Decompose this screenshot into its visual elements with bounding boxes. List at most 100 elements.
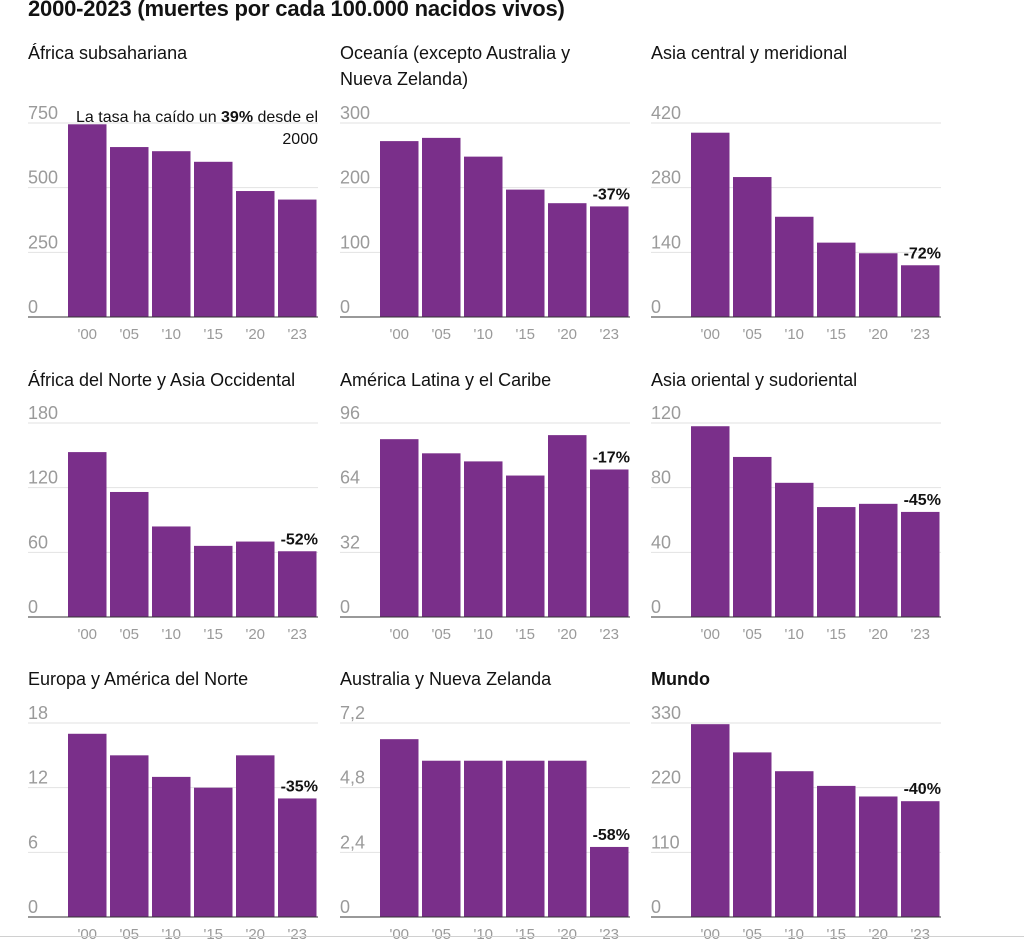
x-tick-label: '20 (557, 626, 577, 643)
change-label: -37% (593, 186, 630, 203)
x-tick-label: '20 (868, 926, 888, 943)
bar (152, 776, 191, 917)
x-tick-label: '00 (77, 326, 97, 343)
x-tick-label: '15 (826, 926, 846, 943)
y-tick-label: 180 (28, 403, 58, 423)
bar (464, 156, 503, 317)
annotation: La tasa ha caído un 39% desde el (76, 109, 318, 126)
y-tick-label: 0 (340, 897, 350, 917)
bar (68, 124, 107, 317)
x-tick-label: '10 (161, 926, 181, 943)
chart-title: Australia y Nueva Zelanda (340, 669, 552, 689)
bar (152, 151, 191, 317)
bar (859, 796, 898, 917)
x-tick-label: '10 (161, 626, 181, 643)
x-tick-label: '23 (599, 626, 619, 643)
chart-title: Oceanía (excepto Australia y Nueva Zelan… (340, 43, 571, 89)
x-tick-label: '00 (389, 326, 409, 343)
x-tick-label: '15 (826, 326, 846, 343)
x-tick-label: '23 (287, 326, 307, 343)
bar (422, 137, 461, 317)
x-tick-label: '15 (826, 626, 846, 643)
bar-chart: 330 220 110 0 '00 '05 '10 '15 '20 '23 -40% (651, 703, 941, 943)
y-tick-label: 500 (28, 168, 58, 188)
bar (901, 801, 940, 917)
x-tick-label: '23 (910, 926, 930, 943)
x-tick-label: '10 (784, 926, 804, 943)
x-tick-label: '00 (700, 326, 720, 343)
bar (548, 203, 587, 317)
bar (817, 785, 856, 917)
bar (464, 760, 503, 917)
x-tick-label: '15 (515, 626, 535, 643)
bar (859, 503, 898, 617)
bar (278, 199, 317, 317)
page-title: 2000-2023 (muertes por cada 100.000 naci… (28, 0, 565, 21)
bar (422, 453, 461, 617)
bar (901, 265, 940, 317)
bar (590, 469, 629, 617)
y-tick-label: 0 (340, 297, 350, 317)
bar (110, 491, 149, 617)
y-tick-label: 0 (28, 297, 38, 317)
bar (506, 475, 545, 617)
bar (548, 435, 587, 617)
bar (775, 482, 814, 617)
y-tick-label: 0 (651, 297, 661, 317)
bar (590, 846, 629, 917)
bar (859, 253, 898, 317)
chart-title: América Latina y el Caribe (340, 370, 552, 390)
chart-title: África del Norte y Asia Occidental (28, 370, 296, 390)
y-tick-label: 96 (340, 403, 360, 423)
bar (464, 461, 503, 617)
bar (68, 452, 107, 617)
change-label: -35% (281, 778, 318, 795)
change-label: -72% (904, 245, 941, 262)
y-tick-label: 40 (651, 532, 671, 552)
bar (691, 132, 730, 317)
bar (278, 798, 317, 917)
x-tick-label: '00 (389, 626, 409, 643)
change-label: -52% (281, 531, 318, 548)
bar-chart: 18 12 6 0 '00 '05 '10 '15 '20 '23 -35% (28, 703, 318, 943)
change-label: -45% (904, 492, 941, 509)
x-tick-label: '15 (203, 926, 223, 943)
bar (194, 545, 233, 617)
bar (194, 161, 233, 317)
y-tick-label: 60 (28, 532, 48, 552)
y-tick-label: 4,8 (340, 768, 365, 788)
x-tick-label: '10 (784, 326, 804, 343)
y-tick-label: 80 (651, 468, 671, 488)
x-tick-label: '23 (599, 326, 619, 343)
x-tick-label: '05 (431, 926, 451, 943)
x-tick-label: '20 (557, 926, 577, 943)
bar (236, 755, 275, 917)
x-tick-label: '15 (515, 926, 535, 943)
x-tick-label: '05 (742, 926, 762, 943)
y-tick-label: 220 (651, 768, 681, 788)
x-tick-label: '10 (784, 626, 804, 643)
y-tick-label: 12 (28, 768, 48, 788)
bar (422, 760, 461, 917)
x-tick-label: '23 (910, 626, 930, 643)
y-tick-label: 6 (28, 832, 38, 852)
bar (236, 191, 275, 317)
x-tick-label: '05 (742, 326, 762, 343)
x-tick-label: '23 (287, 626, 307, 643)
y-tick-label: 110 (651, 832, 680, 852)
y-tick-label: 18 (28, 703, 48, 723)
x-tick-label: '15 (515, 326, 535, 343)
y-tick-label: 120 (651, 403, 681, 423)
chart-title: Asia oriental y sudoriental (651, 370, 858, 390)
x-tick-label: '05 (742, 626, 762, 643)
bar (380, 439, 419, 617)
bar (110, 755, 149, 917)
x-tick-label: '10 (473, 626, 493, 643)
x-tick-label: '20 (868, 626, 888, 643)
x-tick-label: '23 (287, 926, 307, 943)
x-tick-label: '05 (431, 626, 451, 643)
bar (733, 177, 772, 317)
y-tick-label: 0 (28, 597, 38, 617)
bar-chart: 7,2 4,8 2,4 0 '00 '05 '10 '15 '20 '23 -58% (340, 703, 630, 943)
